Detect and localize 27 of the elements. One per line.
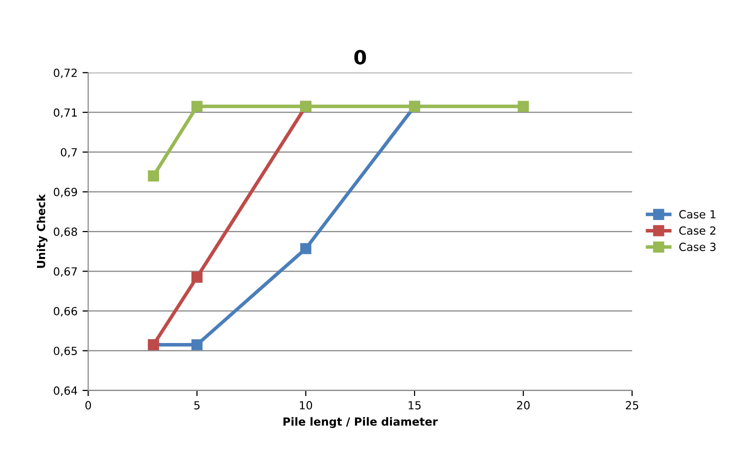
x-tick-label: 15 bbox=[408, 401, 421, 410]
point bbox=[518, 100, 529, 112]
y-tick-label: 0,71 bbox=[54, 108, 77, 118]
y-tick-label: 0,69 bbox=[54, 188, 77, 198]
x-tick-label: 10 bbox=[300, 401, 312, 410]
y-tick-label: 0,67 bbox=[54, 267, 77, 277]
y-tick-label: 0,65 bbox=[54, 346, 77, 356]
point bbox=[191, 100, 203, 112]
legend-label: Case 1 bbox=[679, 210, 716, 218]
point bbox=[300, 243, 312, 254]
y-tick-label: 0,72 bbox=[54, 68, 77, 78]
y-tick-label: 0,66 bbox=[54, 306, 78, 317]
y-axis-title: Unity Check bbox=[36, 194, 48, 268]
y-tick-label: 0,64 bbox=[54, 386, 78, 396]
x-tick-label: 20 bbox=[517, 401, 530, 410]
x-tick-label: 0 bbox=[85, 401, 91, 410]
y-tick-label: 0,68 bbox=[54, 228, 78, 238]
x-tick-label: 25 bbox=[626, 401, 638, 410]
chart-title: 0 bbox=[354, 50, 366, 65]
point bbox=[191, 339, 203, 350]
point bbox=[191, 272, 203, 283]
x-tick-label: 5 bbox=[194, 401, 200, 410]
point bbox=[148, 170, 160, 182]
x-axis-title: Pile lengt / Pile diameter bbox=[283, 417, 438, 428]
legend-label: Case 2 bbox=[679, 226, 716, 235]
y-tick-label: 0,7 bbox=[60, 148, 77, 158]
legend-label: Case 3 bbox=[679, 242, 716, 252]
